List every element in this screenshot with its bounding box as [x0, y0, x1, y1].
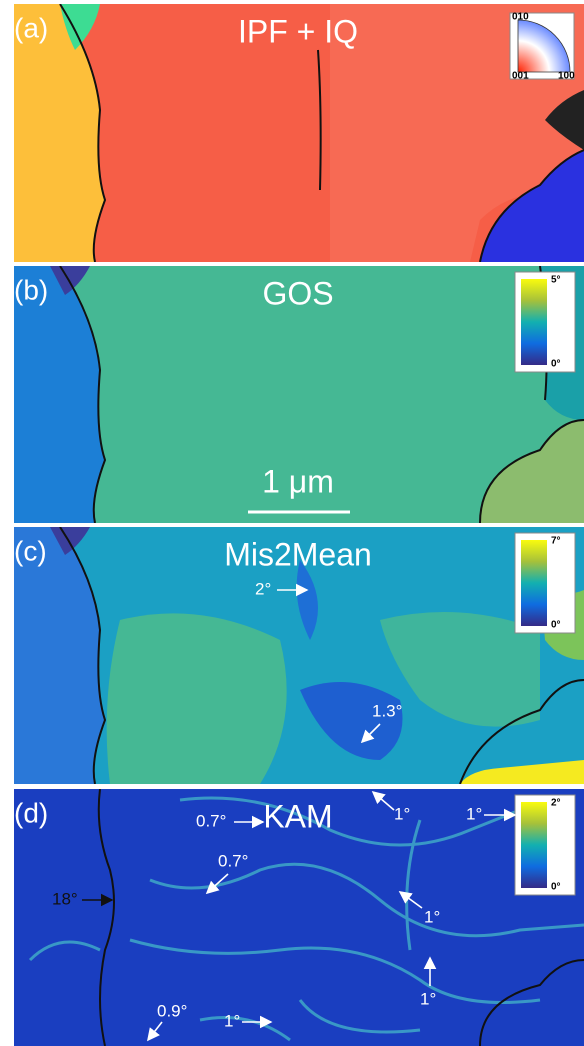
- annotation-arrow: [398, 891, 423, 909]
- colorbar-min: 0°: [551, 882, 561, 893]
- annotation-arrow: [360, 723, 381, 744]
- annotation-arrow: [371, 790, 395, 811]
- colorbar-max: 7°: [551, 536, 561, 547]
- colorbar: 5° 0°: [514, 271, 576, 373]
- ipf-legend: 010 001 100: [509, 12, 575, 82]
- annotation: 0.7°: [196, 811, 226, 830]
- panel-label: (d): [14, 797, 48, 828]
- panel-title: Mis2Mean: [224, 536, 372, 572]
- colorbar-max: 5°: [551, 275, 561, 286]
- colorbar: 7° 0°: [514, 532, 576, 634]
- annotation: 0.7°: [218, 851, 248, 870]
- panel-title: IPF + IQ: [238, 13, 358, 49]
- panel-label: (c): [14, 535, 47, 566]
- colorbar-min: 0°: [551, 620, 561, 631]
- annotation: 0.9°: [157, 1001, 187, 1020]
- legend-label: 100: [558, 71, 575, 82]
- panel-label: (a): [14, 12, 48, 43]
- colorbar-min: 0°: [551, 359, 561, 370]
- colorbar: 2° 0°: [514, 794, 576, 896]
- annotation: 1°: [420, 989, 436, 1008]
- panel-title: KAM: [263, 798, 332, 834]
- annotation: 1°: [224, 1011, 240, 1030]
- panel-title: GOS: [262, 275, 333, 311]
- annotation: 1°: [466, 804, 482, 823]
- panel-a: [14, 4, 584, 262]
- annotation-arrow: [147, 1021, 163, 1042]
- annotation: 18°: [52, 889, 78, 908]
- annotation: 1°: [394, 804, 410, 823]
- panel-d: [14, 789, 584, 1046]
- legend-label: 010: [512, 12, 529, 23]
- annotation: 1.3°: [372, 701, 402, 720]
- scale-bar-label: 1 μm: [262, 463, 334, 499]
- annotation: 1°: [424, 907, 440, 926]
- legend-label: 001: [512, 71, 529, 82]
- annotation-arrow: [205, 873, 229, 895]
- panel-label: (b): [14, 274, 48, 305]
- panel-c: [14, 527, 584, 784]
- annotation: 2°: [255, 579, 271, 598]
- colorbar-max: 2°: [551, 798, 561, 809]
